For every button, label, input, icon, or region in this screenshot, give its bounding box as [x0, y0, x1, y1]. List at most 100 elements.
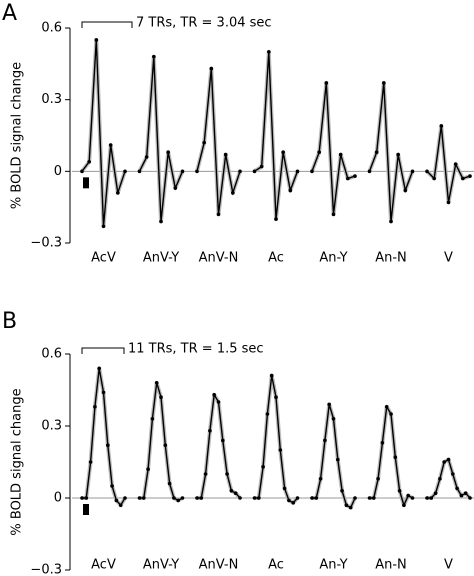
point	[167, 481, 172, 486]
point	[118, 503, 123, 508]
point	[195, 169, 199, 174]
point	[216, 400, 221, 404]
point	[393, 455, 398, 460]
category-label: V	[444, 251, 453, 266]
response-line	[139, 382, 183, 502]
point	[159, 219, 163, 224]
point	[340, 489, 344, 493]
point	[446, 200, 451, 205]
category-label: Ac	[268, 251, 284, 266]
point	[288, 188, 293, 193]
point	[331, 212, 336, 217]
point	[97, 366, 101, 371]
bracket	[81, 347, 125, 354]
point	[274, 395, 278, 400]
point	[367, 496, 372, 500]
point	[265, 412, 270, 416]
point	[180, 496, 185, 500]
y-axis-label: % BOLD signal change	[10, 388, 25, 535]
error-band	[137, 54, 185, 224]
point	[208, 429, 212, 433]
point	[402, 503, 406, 508]
point	[380, 441, 385, 445]
point	[80, 169, 84, 174]
point	[233, 491, 238, 496]
point	[176, 498, 180, 503]
point	[106, 443, 110, 448]
point	[396, 152, 400, 157]
point	[137, 496, 142, 500]
category-label: V	[444, 558, 453, 573]
y-tick-label: 0	[54, 164, 62, 179]
point	[223, 152, 228, 157]
point	[367, 169, 372, 174]
point	[202, 140, 206, 145]
point	[274, 217, 278, 221]
point	[453, 162, 458, 166]
point	[310, 496, 314, 500]
point	[267, 50, 271, 54]
point	[209, 66, 214, 71]
y-tick-label: 0.3	[41, 419, 62, 434]
point	[432, 176, 436, 181]
point	[180, 169, 185, 174]
point	[317, 150, 321, 155]
point	[374, 150, 379, 155]
point	[468, 174, 472, 178]
point	[406, 493, 411, 498]
y-tick-label: 0.6	[41, 21, 62, 36]
point	[451, 472, 455, 476]
point	[203, 472, 208, 476]
point	[346, 176, 350, 181]
category-label: AcV	[91, 558, 116, 573]
point	[114, 498, 119, 503]
point	[323, 438, 327, 443]
y-tick-label: −0.3	[30, 236, 62, 251]
point	[108, 143, 113, 147]
category-label: An-N	[375, 251, 407, 266]
point	[338, 152, 343, 157]
point	[101, 390, 106, 395]
point	[397, 489, 402, 493]
point	[353, 496, 357, 500]
category-label: An-Y	[319, 251, 347, 266]
point	[281, 150, 285, 155]
panel-label: A	[2, 1, 17, 26]
point	[455, 486, 459, 491]
point	[144, 155, 149, 159]
point	[238, 496, 242, 500]
point	[221, 438, 225, 443]
point	[238, 169, 242, 174]
y-tick-label: −0.3	[30, 563, 62, 576]
point	[159, 395, 163, 400]
point	[442, 460, 447, 464]
y-tick-label: 0.3	[41, 92, 62, 107]
category-label: Ac	[268, 558, 284, 573]
point	[152, 54, 156, 59]
point	[199, 496, 204, 500]
point	[403, 188, 408, 193]
point	[87, 159, 91, 164]
point	[94, 38, 99, 42]
point	[261, 465, 265, 469]
point	[252, 169, 257, 174]
point	[154, 381, 159, 385]
point	[123, 169, 127, 174]
point	[225, 472, 229, 476]
point	[353, 174, 357, 178]
point	[291, 501, 296, 505]
point	[257, 496, 261, 500]
response-line	[82, 368, 126, 507]
bracket	[81, 21, 133, 28]
point	[282, 486, 287, 491]
point	[372, 496, 376, 500]
point	[438, 477, 442, 481]
point	[88, 460, 93, 464]
point	[269, 373, 274, 378]
point	[163, 443, 168, 448]
category-label: AnV-N	[199, 558, 239, 573]
point	[324, 81, 329, 85]
point	[101, 224, 106, 229]
point	[310, 169, 314, 174]
